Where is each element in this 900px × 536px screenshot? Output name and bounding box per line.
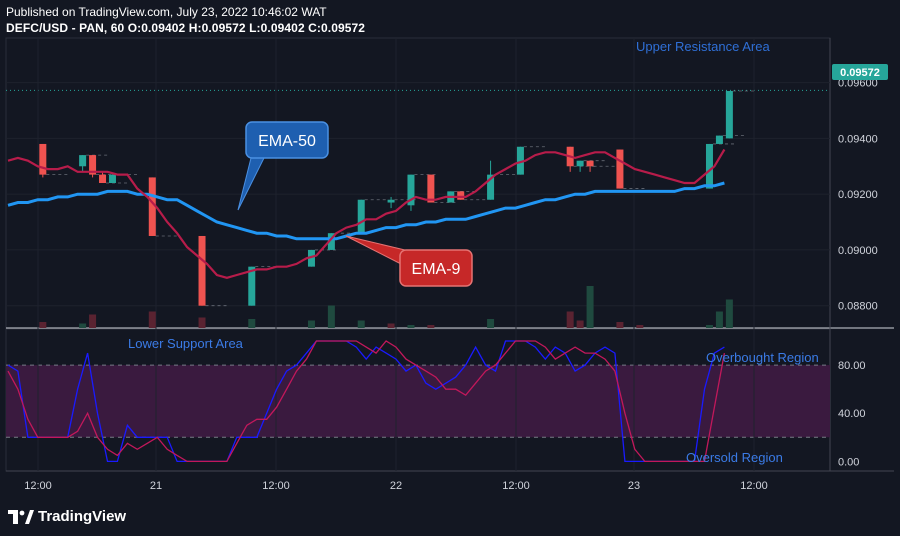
oversold-label: Oversold Region bbox=[686, 450, 783, 465]
volume-bar bbox=[327, 305, 335, 328]
volume-bar bbox=[725, 299, 733, 328]
time-tick-label: 23 bbox=[628, 480, 640, 492]
price-tick-label: 0.09400 bbox=[838, 133, 878, 145]
volume-bar bbox=[89, 314, 97, 328]
stoch-band-fill bbox=[6, 365, 830, 438]
candle-body bbox=[357, 199, 365, 234]
candle[interactable] bbox=[248, 266, 278, 306]
price-tick-label: 0.08800 bbox=[838, 301, 878, 313]
ema50-line bbox=[7, 181, 725, 241]
last-price-tag: 0.09572 bbox=[832, 64, 888, 80]
candle[interactable] bbox=[108, 174, 139, 183]
upper-resistance-label: Upper Resistance Area bbox=[636, 39, 770, 54]
ema50-callout-text: EMA-50 bbox=[258, 133, 316, 150]
volume-bar bbox=[715, 311, 723, 328]
candle[interactable] bbox=[715, 135, 746, 144]
volume-bar bbox=[198, 317, 206, 328]
candle-body bbox=[99, 174, 107, 183]
candle-body bbox=[457, 191, 465, 200]
candle[interactable] bbox=[516, 146, 547, 175]
stoch-tick-label: 80.00 bbox=[838, 360, 866, 372]
candle-body bbox=[108, 174, 116, 183]
tradingview-logo-icon bbox=[8, 509, 34, 524]
volume-bar bbox=[566, 311, 574, 328]
candle-body bbox=[586, 160, 594, 167]
candle-body bbox=[725, 90, 733, 139]
price-tick-label: 0.09200 bbox=[838, 189, 878, 201]
candle-body bbox=[715, 135, 723, 144]
volume-bar bbox=[148, 311, 156, 328]
tradingview-brand[interactable]: TradingView bbox=[8, 508, 126, 525]
volume-bar bbox=[407, 325, 415, 328]
candle-body bbox=[407, 174, 415, 206]
volume-bar bbox=[307, 320, 315, 328]
candle-body bbox=[516, 146, 524, 175]
stoch-tick-label: 0.00 bbox=[838, 456, 859, 468]
published-header: Published on TradingView.com, July 23, 2… bbox=[6, 5, 327, 19]
candle-body bbox=[616, 149, 624, 189]
time-tick-label: 12:00 bbox=[24, 480, 52, 492]
candle-body bbox=[487, 174, 495, 200]
volume-bar bbox=[616, 322, 624, 328]
ema9-line bbox=[7, 148, 726, 279]
candle[interactable] bbox=[616, 149, 646, 189]
time-tick-label: 22 bbox=[390, 480, 402, 492]
overbought-label: Overbought Region bbox=[706, 350, 819, 365]
candle-body bbox=[427, 174, 435, 203]
ema9-callout-text: EMA-9 bbox=[412, 261, 461, 278]
last-price-label: 0.09572 bbox=[840, 67, 880, 79]
candle-body bbox=[39, 143, 47, 175]
time-tick-label: 12:00 bbox=[502, 480, 530, 492]
lower-support-label: Lower Support Area bbox=[128, 336, 244, 351]
volume-bar bbox=[39, 322, 47, 328]
candle-body bbox=[198, 235, 206, 306]
candle[interactable] bbox=[357, 199, 388, 234]
ema9-callout: EMA-9 bbox=[345, 235, 473, 287]
candle[interactable] bbox=[586, 160, 617, 172]
candle[interactable] bbox=[148, 177, 179, 237]
volume-bar bbox=[248, 319, 256, 328]
volume-bar bbox=[427, 325, 435, 328]
candle-body bbox=[248, 266, 256, 306]
candle[interactable] bbox=[576, 160, 607, 172]
candle[interactable] bbox=[198, 235, 229, 307]
candle-body bbox=[148, 177, 156, 236]
ema50-callout: EMA-50 bbox=[237, 121, 329, 211]
candle-body bbox=[307, 249, 315, 267]
candle[interactable] bbox=[725, 90, 756, 139]
volume-bar bbox=[487, 319, 495, 328]
candle-body bbox=[89, 155, 97, 175]
stoch-tick-label: 40.00 bbox=[838, 408, 866, 420]
symbol-ohlc-header: DEFC/USD - PAN, 60 O:0.09402 H:0.09572 L… bbox=[6, 21, 366, 35]
candle-body bbox=[576, 160, 584, 167]
price-tick-label: 0.09000 bbox=[838, 245, 878, 257]
brand-name: TradingView bbox=[38, 508, 127, 525]
volume-bar bbox=[636, 325, 644, 328]
volume-bar bbox=[357, 320, 365, 328]
volume-bar bbox=[387, 323, 395, 328]
candle[interactable] bbox=[39, 143, 69, 178]
time-tick-label: 12:00 bbox=[262, 480, 290, 492]
candle-body bbox=[705, 143, 713, 189]
candle[interactable] bbox=[79, 154, 109, 172]
candle[interactable] bbox=[705, 143, 736, 189]
candle-body bbox=[327, 233, 335, 250]
candle[interactable] bbox=[307, 249, 338, 267]
candle[interactable] bbox=[566, 146, 597, 172]
time-tick-label: 21 bbox=[150, 480, 162, 492]
candle-body bbox=[387, 199, 395, 203]
volume-bar bbox=[576, 320, 584, 328]
candle[interactable] bbox=[457, 191, 487, 201]
time-tick-label: 12:00 bbox=[740, 480, 768, 492]
volume-bar bbox=[79, 323, 87, 328]
candle-body bbox=[79, 155, 87, 167]
price-tick-label: 0.09600 bbox=[838, 78, 878, 90]
volume-bar bbox=[586, 286, 594, 328]
volume-bar bbox=[705, 325, 713, 328]
stoch-k-line bbox=[7, 340, 725, 463]
candle[interactable] bbox=[99, 171, 129, 184]
stoch-d-line bbox=[7, 340, 726, 463]
